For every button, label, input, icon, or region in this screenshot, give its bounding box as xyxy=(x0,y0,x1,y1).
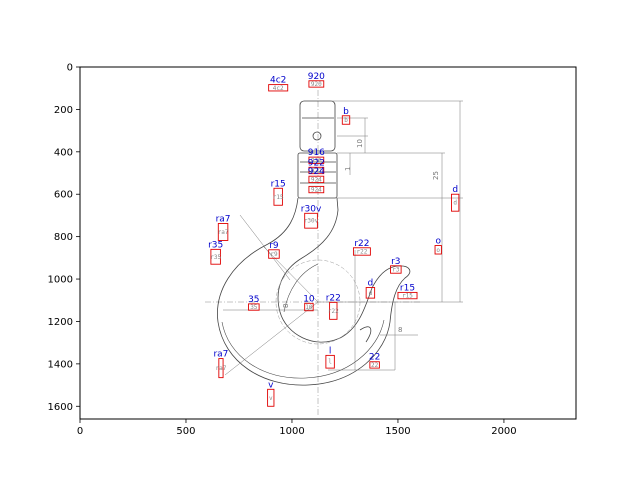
annotation-label: r30v xyxy=(301,204,322,214)
annotation-label: 10 xyxy=(303,294,315,304)
annotation-label: r9 xyxy=(269,241,279,251)
y-tick-label: 600 xyxy=(54,190,73,201)
annotation-label: o xyxy=(435,237,441,247)
annotation-box-text: 35 xyxy=(250,304,258,311)
annotation-label: 922 xyxy=(308,158,325,168)
y-tick-label: 1600 xyxy=(48,402,73,413)
annotation-label: r22 xyxy=(354,239,369,249)
svg-text:10: 10 xyxy=(356,139,364,148)
annotation-box xyxy=(308,175,325,184)
annotation-label: r35 xyxy=(208,240,223,250)
svg-text:25: 25 xyxy=(432,171,440,180)
annotation-box xyxy=(308,166,325,175)
annotation-label: r22 xyxy=(326,293,341,303)
x-tick-label: 500 xyxy=(176,426,195,437)
y-tick-label: 1000 xyxy=(48,275,73,286)
annotation-box xyxy=(352,247,371,256)
annotation-box-text: 916 xyxy=(311,157,322,164)
annotation-box-text: d xyxy=(369,290,373,297)
annotation-box-text: r9 xyxy=(270,251,278,258)
annotation-box xyxy=(365,287,376,299)
annotation-box xyxy=(304,212,318,229)
annotation-label: r3 xyxy=(391,257,400,267)
annotation-box xyxy=(451,193,460,212)
y-tick-label: 200 xyxy=(54,105,73,116)
annotation-box xyxy=(308,156,325,164)
annotation-box xyxy=(434,245,442,255)
y-tick-label: 0 xyxy=(67,63,73,74)
annotation-box xyxy=(304,302,314,312)
x-tick-label: 2000 xyxy=(491,426,516,437)
annotation-box xyxy=(273,187,283,206)
annotation-box-text: r22 xyxy=(356,248,367,255)
crane-hook-drawing: 25 10 1 8 8 xyxy=(205,90,463,415)
annotation-box-text: o xyxy=(436,247,440,254)
annotation-box xyxy=(267,388,275,407)
annotation-box xyxy=(210,248,221,265)
annotation-label: ra7 xyxy=(216,214,231,224)
svg-text:8: 8 xyxy=(398,326,402,334)
annotation-box xyxy=(268,249,280,259)
annotation-box-text: ra7 xyxy=(216,365,227,372)
y-tick-label: 1200 xyxy=(48,317,73,328)
annotation-box-text: 920 xyxy=(311,81,322,88)
svg-text:1: 1 xyxy=(344,167,352,171)
x-tick-label: 1500 xyxy=(385,426,410,437)
y-tick-label: 1400 xyxy=(48,359,73,370)
annotation-label: ra7 xyxy=(213,350,228,360)
annotation-box-text: d xyxy=(453,200,457,207)
x-tick-label: 0 xyxy=(77,426,83,437)
annotation-box-text: r15 xyxy=(273,194,284,201)
annotation-label: l xyxy=(329,346,332,356)
annotation-box xyxy=(390,265,402,274)
plot-frame xyxy=(79,66,577,420)
annotation-box-text: r15 xyxy=(402,293,413,300)
annotation-label: 35 xyxy=(248,295,259,305)
annotation-label: d xyxy=(452,185,458,195)
annotation-box-text: 4c2 xyxy=(273,85,284,92)
annotation-box-text: 10 xyxy=(305,304,313,311)
annotation-box xyxy=(268,84,289,92)
annotation-box-text: r3 xyxy=(392,267,400,274)
svg-text:8: 8 xyxy=(282,304,290,308)
annotation-box xyxy=(397,291,418,300)
y-tick-label: 400 xyxy=(54,147,73,158)
annotation-box xyxy=(218,358,224,379)
annotation-label: 4c2 xyxy=(270,76,286,86)
annotation-box xyxy=(248,303,260,311)
annotation-box-text: r30v xyxy=(304,218,319,225)
annotation-box-text: ra7 xyxy=(218,229,229,236)
annotation-label: 916 xyxy=(308,148,325,158)
axes: 0 500 1000 1500 2000 0 200 400 600 800 1000 1200 140… xyxy=(48,63,517,438)
annotation-box xyxy=(329,301,338,320)
annotation-label: b xyxy=(343,107,349,117)
annotation-label: v xyxy=(268,380,274,390)
annotation-box xyxy=(308,185,325,194)
y-tick-label: 800 xyxy=(54,232,73,243)
x-tick-label: 1000 xyxy=(279,426,304,437)
annotation-box xyxy=(325,354,335,369)
annotation-box xyxy=(217,223,229,241)
annotation-box-text: r22 xyxy=(328,308,339,315)
annotation-layer: 9209204c24c2bb916916922922924924924r15r1… xyxy=(208,72,460,407)
annotation-box-text: r35 xyxy=(210,254,221,261)
annotation-box-text: 22 xyxy=(371,362,379,369)
annotation-box-text: 924 xyxy=(311,187,322,194)
annotation-label: r15 xyxy=(400,283,415,293)
annotation-box-text: 924 xyxy=(311,176,322,183)
annotation-box-text: v xyxy=(269,395,273,402)
annotation-box-text: l xyxy=(328,359,332,366)
annotation-box xyxy=(369,361,380,369)
annotation-box xyxy=(308,80,325,88)
annotation-box-text: 922 xyxy=(311,167,322,174)
annotation-box-text: b xyxy=(344,117,348,124)
annotation-label: d xyxy=(368,279,374,289)
annotation-label: 22 xyxy=(369,353,380,363)
annotation-label: r15 xyxy=(271,179,286,189)
annotation-box xyxy=(341,115,351,125)
annotation-label: 920 xyxy=(308,72,325,82)
annotation-label: 924 xyxy=(308,167,325,177)
